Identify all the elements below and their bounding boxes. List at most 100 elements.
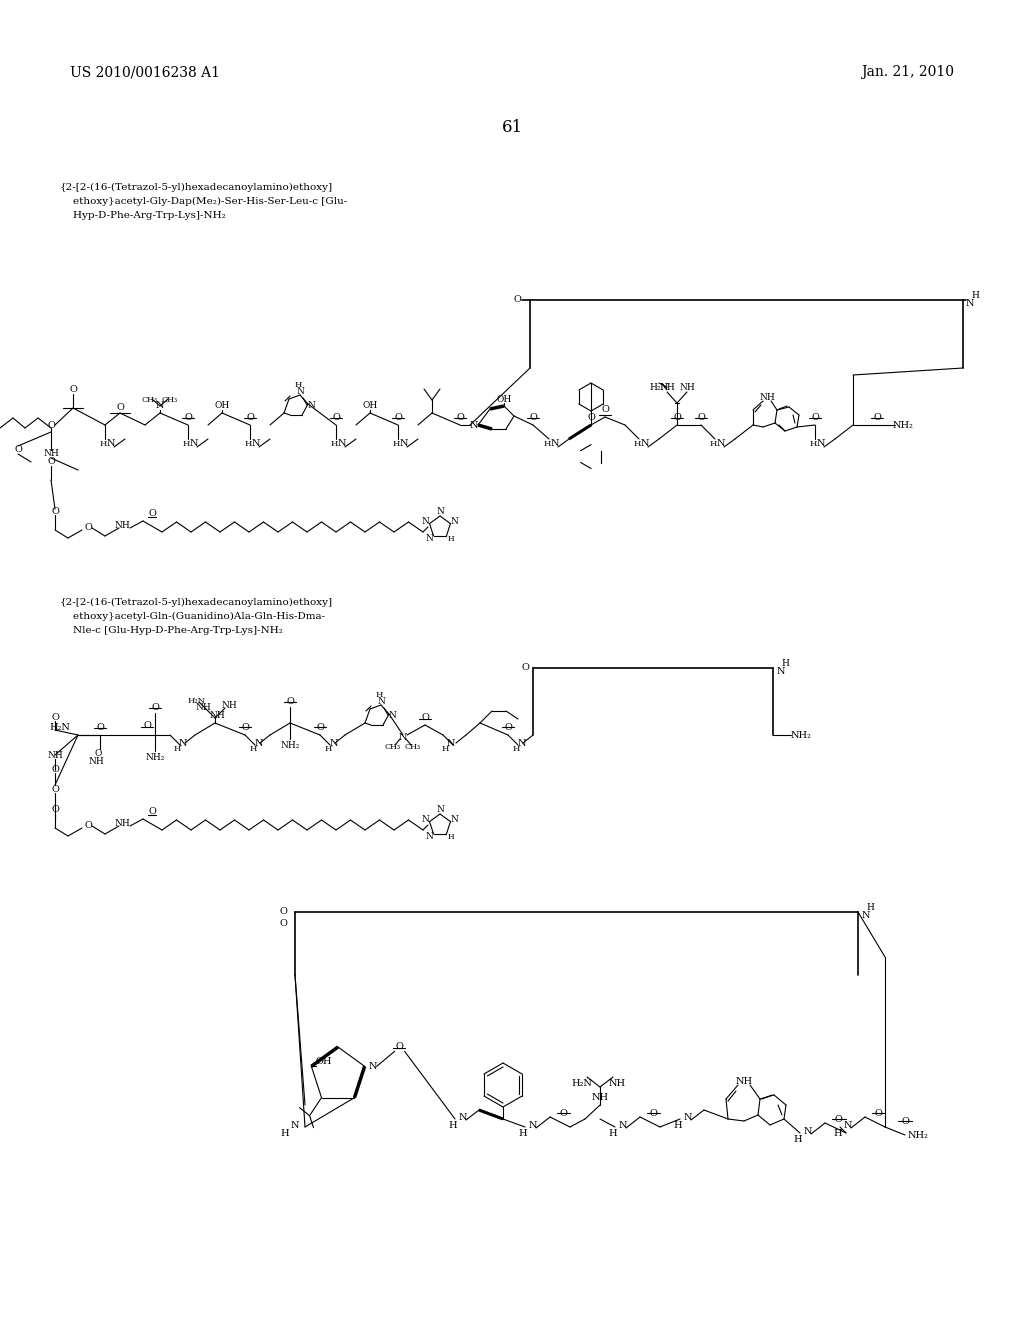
Text: {2-[2-(16-(Tetrazol-5-yl)hexadecanoylamino)ethoxy]: {2-[2-(16-(Tetrazol-5-yl)hexadecanoylami… [60,183,333,193]
Text: N: N [618,1121,628,1130]
Text: O: O [51,713,59,722]
Text: H: H [512,744,520,752]
Text: O: O [116,403,124,412]
Text: H: H [441,744,449,752]
Text: O: O [148,808,156,817]
Text: O: O [316,722,324,731]
Text: OH: OH [362,401,378,411]
Text: N: N [966,298,974,308]
Text: N: N [684,1113,692,1122]
Text: N: N [330,738,338,747]
Text: O: O [529,413,537,422]
Text: O: O [332,413,340,422]
Text: O: O [148,510,156,519]
Text: NH: NH [592,1093,608,1101]
Text: N: N [446,738,456,747]
Text: NH₂: NH₂ [791,730,811,739]
Text: O: O [835,1114,842,1123]
Text: NH₂: NH₂ [907,1130,929,1139]
Text: H: H [866,903,873,912]
Text: N: N [528,1121,538,1130]
Text: N: N [844,1121,852,1130]
Text: N: N [518,738,526,747]
Text: N: N [252,440,260,449]
Text: Jan. 21, 2010: Jan. 21, 2010 [861,65,954,79]
Text: H₂N: H₂N [188,697,206,705]
Text: O: O [94,750,101,759]
Text: NH: NH [735,1077,753,1085]
Text: H: H [834,1129,843,1138]
Text: O: O [394,413,402,422]
Text: 61: 61 [502,120,522,136]
Text: O: O [47,458,55,466]
Text: N: N [470,421,478,429]
Text: N: N [255,738,263,747]
Text: H: H [249,744,257,752]
Text: O: O [241,722,249,731]
Text: OH: OH [214,401,229,411]
Text: H₂N: H₂N [649,383,669,392]
Text: H: H [794,1134,803,1143]
Text: NH: NH [196,702,211,711]
Text: O: O [395,1041,403,1051]
Text: US 2010/0016238 A1: US 2010/0016238 A1 [70,65,220,79]
Text: H: H [447,535,454,543]
Text: Nle-c [Glu-Hyp-D-Phe-Arg-Trp-Lys]-NH₂: Nle-c [Glu-Hyp-D-Phe-Arg-Trp-Lys]-NH₂ [60,626,283,635]
Text: N: N [436,507,444,516]
Text: O: O [874,1109,882,1118]
Text: O: O [559,1109,567,1118]
Text: O: O [184,413,191,422]
Text: N: N [804,1126,812,1135]
Text: H: H [182,440,189,447]
Text: O: O [286,697,294,705]
Text: N: N [551,440,559,449]
Text: NH: NH [659,383,675,392]
Text: N: N [451,517,459,527]
Text: O: O [14,446,22,454]
Text: O: O [873,413,881,422]
Text: H: H [447,833,454,841]
Text: NH: NH [47,751,62,759]
Text: CH₃: CH₃ [404,743,421,751]
Text: H: H [294,381,302,389]
Text: H: H [781,659,788,668]
Text: O: O [69,385,77,395]
Text: NH: NH [88,756,103,766]
Text: H: H [674,1121,682,1130]
Text: ethoxy}acetyl-Gly-Dap(Me₂)-Ser-His-Ser-Leu-c [Glu-: ethoxy}acetyl-Gly-Dap(Me₂)-Ser-His-Ser-L… [60,197,347,206]
Text: N: N [377,697,385,705]
Text: CH₃: CH₃ [385,743,401,751]
Text: O: O [811,413,819,422]
Text: N: N [641,440,649,449]
Text: O: O [280,920,287,928]
Text: N: N [717,440,725,449]
Text: O: O [513,296,521,305]
Text: N: N [291,1121,299,1130]
Text: {2-[2-(16-(Tetrazol-5-yl)hexadecanoylamino)ethoxy]: {2-[2-(16-(Tetrazol-5-yl)hexadecanoylami… [60,598,333,607]
Text: NH: NH [114,818,130,828]
Text: N: N [862,912,870,920]
Text: N: N [106,440,116,449]
Text: NH: NH [221,701,237,710]
Text: O: O [51,805,59,814]
Text: NH₂: NH₂ [281,741,300,750]
Text: N: N [817,440,825,449]
Text: NH₂: NH₂ [145,752,165,762]
Text: H: H [392,440,399,447]
Text: ethoxy}acetyl-Gln-(Guanidino)Ala-Gln-His-Dma-: ethoxy}acetyl-Gln-(Guanidino)Ala-Gln-His… [60,612,326,622]
Text: H: H [331,440,338,447]
Text: H: H [971,290,979,300]
Text: O: O [587,413,595,422]
Text: H: H [519,1129,527,1138]
Text: N: N [422,814,429,824]
Text: O: O [47,421,55,429]
Text: O: O [51,785,59,795]
Text: O: O [421,714,429,722]
Text: O: O [649,1109,657,1118]
Text: O: O [601,405,609,414]
Text: N: N [459,1113,467,1122]
Text: N: N [307,401,315,411]
Text: O: O [521,664,529,672]
Text: O: O [456,413,464,422]
Text: O: O [96,722,104,731]
